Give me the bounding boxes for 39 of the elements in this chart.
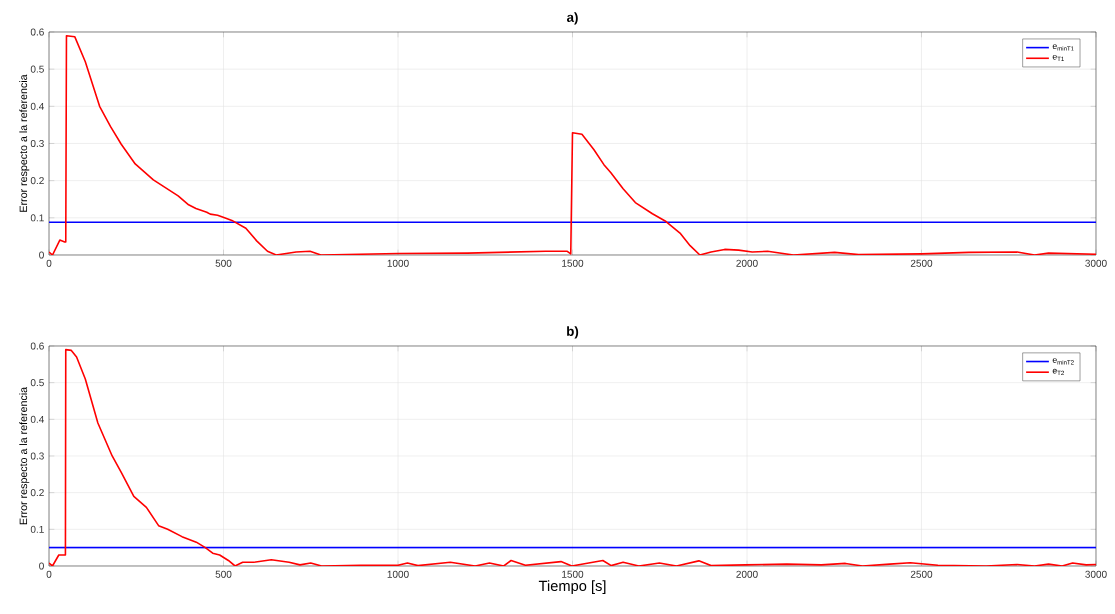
x-tick-label: 1000 [387,570,409,578]
x-tick-label: 3000 [1085,259,1107,267]
x-tick-label: 2500 [910,259,933,267]
y-tick-label: 0.6 [30,28,44,36]
chart-title: b) [567,326,579,339]
legend-label: e$_{minT1}$ [1052,44,1074,51]
y-tick-label: 0.5 [30,65,44,73]
x-tick-label: 1000 [387,259,409,267]
legend-label: e$_{minT2}$ [1052,358,1074,365]
x-tick-label: 2000 [736,259,758,267]
x-tick-label: 2000 [736,570,758,578]
y-tick-label: 0.3 [30,452,44,460]
y-tick-label: 0.1 [30,214,44,222]
x-tick-label: 500 [215,570,232,578]
x-tick-label: 2500 [910,570,933,578]
x-axis-title: Tiempo [s] [538,580,606,594]
y-axis-title: Error respecto a la referencia [19,386,30,525]
legend-label: e$_{T2}$ [1052,368,1064,375]
x-tick-label: 0 [46,570,52,578]
y-tick-label: 0.4 [30,415,45,423]
x-tick-label: 500 [215,259,232,267]
y-axis-title: Error respecto a la referencia [19,74,30,212]
y-tick-label: 0.2 [30,177,44,185]
y-tick-label: 0 [39,251,44,259]
y-tick-label: 0.4 [30,102,45,110]
y-tick-label: 0 [39,562,44,570]
y-tick-label: 0.3 [30,139,44,148]
chart-title: a) [566,12,578,25]
x-tick-label: 0 [46,259,52,267]
x-tick-label: 3000 [1085,570,1107,578]
legend-label: e$_{T1}$ [1052,54,1064,62]
x-tick-label: 1500 [562,259,584,267]
y-tick-label: 0.2 [30,489,44,497]
line-series [49,34,1096,255]
y-tick-label: 0.6 [30,342,44,350]
y-tick-label: 0.1 [30,525,44,533]
y-tick-label: 0.5 [30,379,44,387]
line-series [49,348,1096,566]
x-tick-label: 1500 [562,570,584,578]
